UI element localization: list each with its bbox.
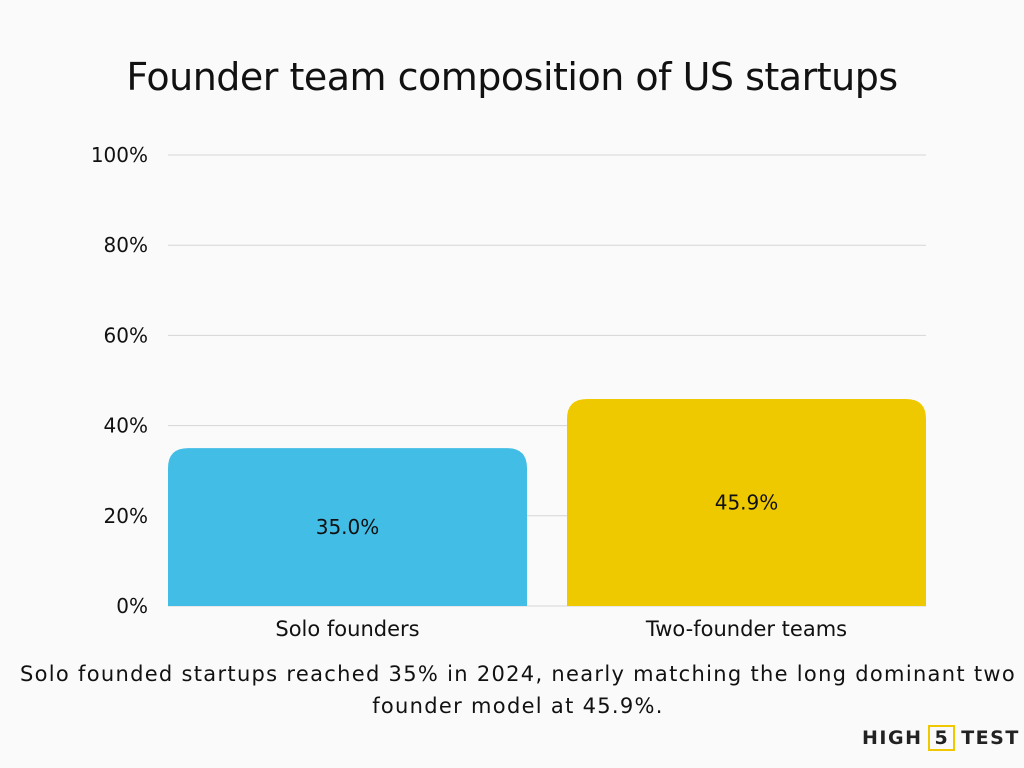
bar bbox=[168, 448, 527, 606]
y-tick-label: 40% bbox=[104, 414, 148, 438]
logo: HIGH 5 TEST bbox=[862, 725, 1020, 751]
data-label: 35.0% bbox=[316, 515, 380, 539]
x-tick-label: Two-founder teams bbox=[645, 617, 847, 641]
logo-five: 5 bbox=[928, 725, 956, 751]
x-tick-label: Solo founders bbox=[275, 617, 419, 641]
y-tick-label: 60% bbox=[104, 323, 148, 347]
chart-caption: Solo founded startups reached 35% in 202… bbox=[19, 662, 1017, 718]
y-tick-label: 80% bbox=[104, 233, 148, 257]
data-label: 45.9% bbox=[715, 490, 779, 514]
logo-text-left: HIGH bbox=[862, 727, 923, 749]
bar bbox=[567, 398, 926, 606]
y-tick-label: 0% bbox=[116, 594, 148, 618]
bar-chart: 0% 20% 40% 60% 80% 100% 35.0% Solo founders 45.9… bbox=[91, 143, 926, 641]
y-tick-label: 100% bbox=[91, 143, 148, 167]
y-tick-label: 20% bbox=[104, 504, 148, 528]
chart-title: Founder team composition of US startups bbox=[126, 55, 898, 99]
logo-text-right: TEST bbox=[961, 727, 1020, 749]
